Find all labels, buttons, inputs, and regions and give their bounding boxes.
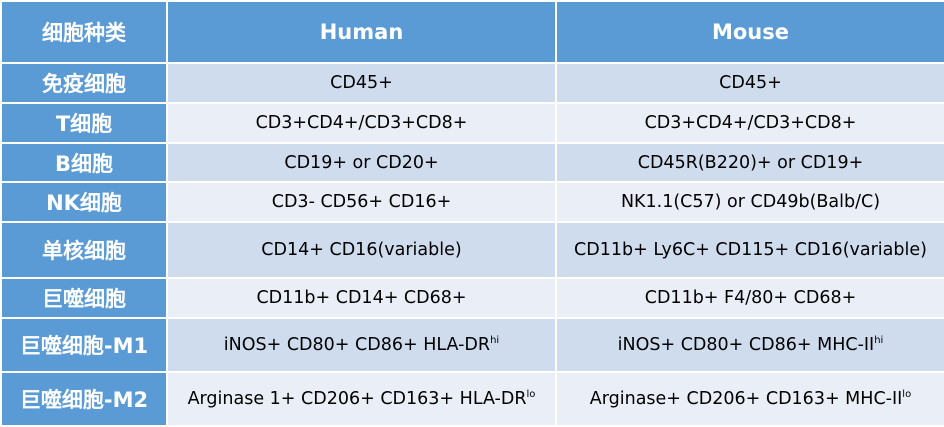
- table-row: 巨噬细胞 CD11b+ CD14+ CD68+ CD11b+ F4/80+ CD…: [0, 277, 944, 319]
- mouse-marker: CD11b+ F4/80+ CD68+: [555, 277, 944, 319]
- human-marker: CD14+ CD16(variable): [166, 221, 557, 279]
- human-marker: CD3+CD4+/CD3+CD8+: [166, 102, 557, 144]
- header-mouse: Mouse: [555, 0, 944, 64]
- human-marker: Arginase 1+ CD206+ CD163+ HLA-DRlo: [166, 371, 557, 427]
- row-cell-type: NK细胞: [0, 181, 168, 223]
- human-marker: CD45+: [166, 62, 557, 104]
- human-marker: iNOS+ CD80+ CD86+ HLA-DRhi: [166, 317, 557, 373]
- table-row: 免疫细胞 CD45+ CD45+: [0, 62, 944, 104]
- human-marker: CD11b+ CD14+ CD68+: [166, 277, 557, 319]
- mouse-marker: CD45+: [555, 62, 944, 104]
- table-row: B细胞 CD19+ or CD20+ CD45R(B220)+ or CD19+: [0, 142, 944, 183]
- table-row: 单核细胞 CD14+ CD16(variable) CD11b+ Ly6C+ C…: [0, 221, 944, 279]
- row-cell-type: 巨噬细胞-M1: [0, 317, 168, 373]
- expression-level-sup: hi: [874, 335, 884, 346]
- mouse-marker: Arginase+ CD206+ CD163+ MHC-IIlo: [555, 371, 944, 427]
- mouse-marker: CD11b+ Ly6C+ CD115+ CD16(variable): [555, 221, 944, 279]
- row-cell-type: B细胞: [0, 142, 168, 183]
- row-cell-type: 单核细胞: [0, 221, 168, 279]
- row-cell-type: 巨噬细胞-M2: [0, 371, 168, 427]
- header-row: 细胞种类 Human Mouse: [0, 0, 944, 64]
- mouse-marker: CD3+CD4+/CD3+CD8+: [555, 102, 944, 144]
- mouse-marker: CD45R(B220)+ or CD19+: [555, 142, 944, 183]
- table-row: T细胞 CD3+CD4+/CD3+CD8+ CD3+CD4+/CD3+CD8+: [0, 102, 944, 144]
- header-human: Human: [166, 0, 557, 64]
- expression-level-sup: hi: [490, 335, 500, 346]
- expression-level-sup: lo: [902, 389, 912, 400]
- table-row: 巨噬细胞-M2 Arginase 1+ CD206+ CD163+ HLA-DR…: [0, 371, 944, 427]
- mouse-marker: iNOS+ CD80+ CD86+ MHC-IIhi: [555, 317, 944, 373]
- expression-level-sup: lo: [526, 389, 536, 400]
- mouse-marker: NK1.1(C57) or CD49b(Balb/C): [555, 181, 944, 223]
- row-cell-type: 免疫细胞: [0, 62, 168, 104]
- table-row: 巨噬细胞-M1 iNOS+ CD80+ CD86+ HLA-DRhi iNOS+…: [0, 317, 944, 373]
- human-marker: CD3- CD56+ CD16+: [166, 181, 557, 223]
- human-marker: CD19+ or CD20+: [166, 142, 557, 183]
- header-cell-type: 细胞种类: [0, 0, 168, 64]
- row-cell-type: 巨噬细胞: [0, 277, 168, 319]
- row-cell-type: T细胞: [0, 102, 168, 144]
- table-row: NK细胞 CD3- CD56+ CD16+ NK1.1(C57) or CD49…: [0, 181, 944, 223]
